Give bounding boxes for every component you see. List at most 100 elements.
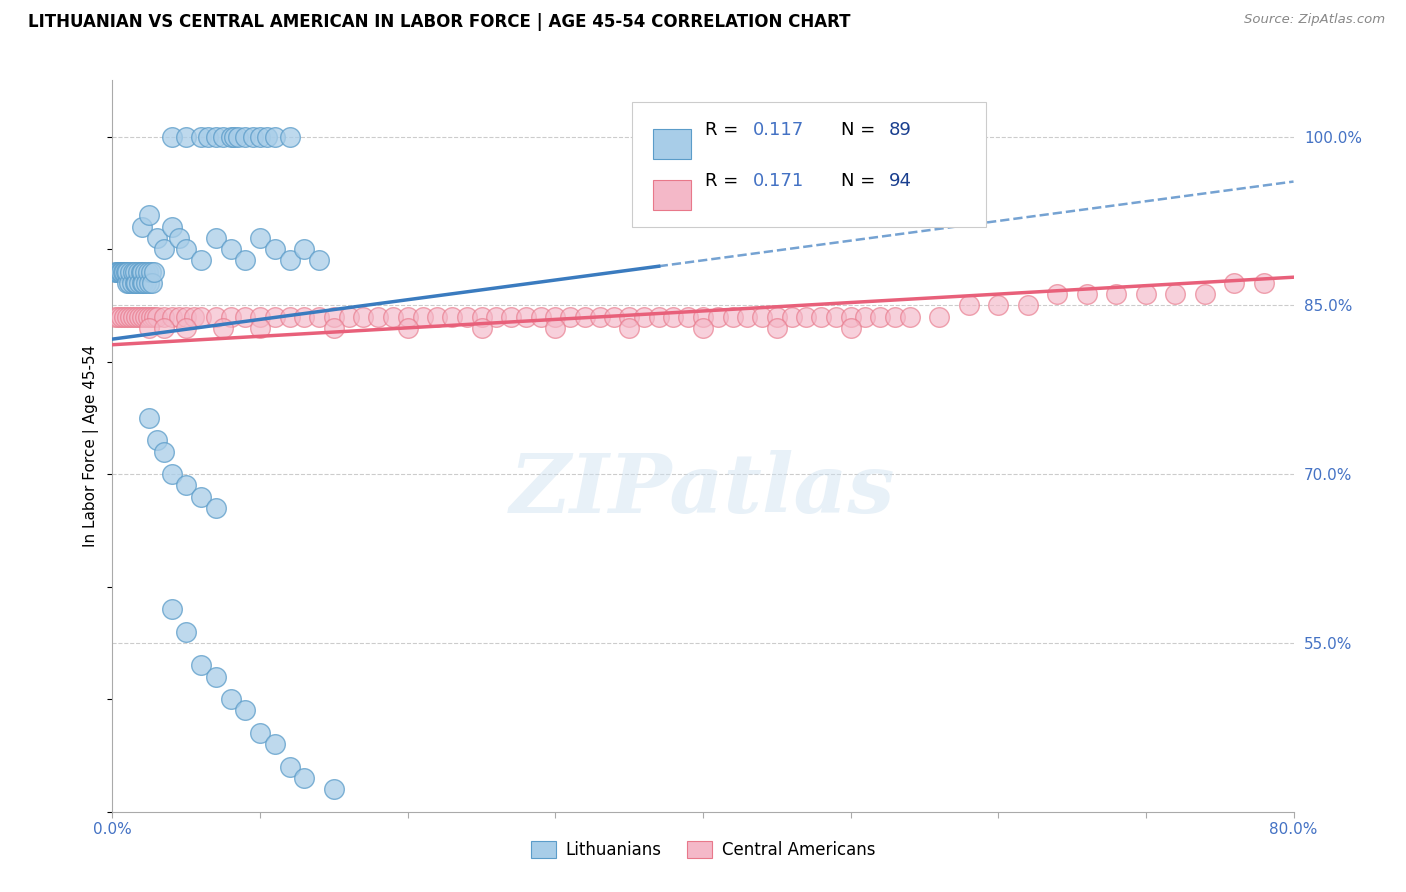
Point [135, 276, 157, 290]
Point [855, 310, 877, 324]
Point [411, 310, 433, 324]
Point [174, 624, 197, 639]
Point [426, 310, 449, 324]
Point [470, 321, 494, 335]
Point [190, 253, 212, 268]
Point [264, 310, 287, 324]
Point [928, 310, 950, 324]
Point [136, 310, 159, 324]
Point [219, 310, 242, 324]
Point [515, 310, 537, 324]
Point [212, 321, 235, 335]
Point [134, 264, 156, 278]
Point [278, 129, 301, 144]
Point [107, 264, 129, 278]
Point [141, 276, 163, 290]
Point [824, 310, 846, 324]
Point [574, 310, 596, 324]
Point [160, 310, 183, 324]
Point [138, 208, 160, 222]
Point [138, 321, 160, 335]
Point [160, 219, 183, 234]
Point [647, 310, 671, 324]
Point [619, 321, 641, 335]
Y-axis label: In Labor Force | Age 45-54: In Labor Force | Age 45-54 [83, 345, 100, 547]
Text: N =: N = [841, 120, 882, 138]
Point [104, 264, 127, 278]
Point [780, 310, 803, 324]
Point [256, 129, 278, 144]
Point [197, 129, 219, 144]
Point [128, 310, 150, 324]
Point [226, 129, 249, 144]
Point [205, 231, 228, 245]
Point [134, 310, 156, 324]
Point [128, 276, 150, 290]
Point [1223, 276, 1246, 290]
Point [139, 264, 162, 278]
Point [396, 321, 419, 335]
Point [1105, 287, 1128, 301]
Point [737, 310, 759, 324]
Point [278, 253, 301, 268]
Text: N =: N = [841, 171, 882, 190]
Point [117, 310, 138, 324]
Point [136, 264, 159, 278]
Point [104, 310, 127, 324]
Point [205, 500, 228, 515]
Point [142, 310, 165, 324]
Point [125, 310, 148, 324]
Text: R =: R = [706, 171, 744, 190]
Text: LITHUANIAN VS CENTRAL AMERICAN IN LABOR FORCE | AGE 45-54 CORRELATION CHART: LITHUANIAN VS CENTRAL AMERICAN IN LABOR … [28, 13, 851, 31]
Point [146, 231, 169, 245]
Text: Source: ZipAtlas.com: Source: ZipAtlas.com [1244, 13, 1385, 27]
Point [174, 242, 197, 256]
Point [292, 242, 315, 256]
Point [131, 219, 153, 234]
Point [160, 467, 183, 482]
Point [146, 310, 169, 324]
Point [153, 242, 176, 256]
Point [131, 264, 153, 278]
Point [121, 276, 143, 290]
Point [125, 276, 148, 290]
FancyBboxPatch shape [654, 180, 692, 210]
Point [112, 264, 135, 278]
Text: 0.117: 0.117 [752, 120, 804, 138]
Point [129, 264, 152, 278]
Point [352, 310, 374, 324]
FancyBboxPatch shape [633, 103, 987, 227]
Point [131, 310, 153, 324]
Point [264, 242, 287, 256]
Point [110, 310, 132, 324]
Point [751, 310, 773, 324]
Point [337, 310, 360, 324]
Point [131, 276, 153, 290]
Point [118, 276, 141, 290]
Point [603, 310, 626, 324]
Point [190, 490, 212, 504]
Point [264, 737, 287, 751]
Point [796, 310, 818, 324]
Point [153, 444, 176, 458]
Point [706, 310, 728, 324]
Point [107, 310, 129, 324]
Point [1017, 298, 1039, 312]
Point [139, 310, 162, 324]
Point [678, 310, 700, 324]
Point [957, 298, 980, 312]
Point [292, 771, 315, 785]
Point [117, 264, 138, 278]
Point [160, 602, 183, 616]
Point [138, 276, 160, 290]
Point [692, 321, 714, 335]
Point [501, 310, 523, 324]
Text: R =: R = [706, 120, 744, 138]
Point [146, 434, 169, 448]
Point [898, 310, 921, 324]
Point [249, 231, 271, 245]
Point [105, 264, 128, 278]
Point [987, 298, 1010, 312]
Text: 0.171: 0.171 [752, 171, 804, 190]
Point [249, 726, 271, 740]
